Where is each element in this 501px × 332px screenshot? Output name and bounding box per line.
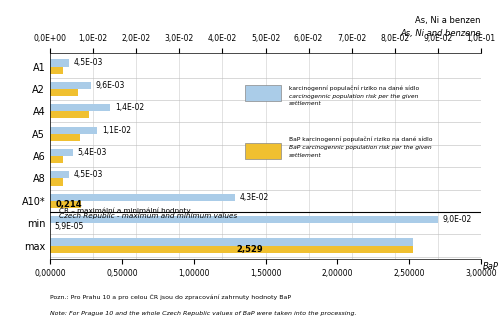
Bar <box>50 194 235 201</box>
Text: 4,3E-02: 4,3E-02 <box>239 193 269 202</box>
Text: settlement: settlement <box>289 153 322 158</box>
Text: Note: For Prague 10 and the whole Czech Republic values of BaP were taken into t: Note: For Prague 10 and the whole Czech … <box>50 311 357 316</box>
Bar <box>50 134 80 141</box>
Text: 4,5E-03: 4,5E-03 <box>74 170 103 179</box>
Bar <box>50 201 81 208</box>
Text: 1,1E-02: 1,1E-02 <box>102 125 131 134</box>
Text: ČR – maximální a minimální hodnoty: ČR – maximální a minimální hodnoty <box>59 207 190 214</box>
Bar <box>50 126 98 134</box>
Bar <box>50 238 413 246</box>
Bar <box>50 104 110 111</box>
Text: Czech Republic - maximum and minimum values: Czech Republic - maximum and minimum val… <box>59 213 237 219</box>
Bar <box>50 59 70 66</box>
Bar <box>50 149 73 156</box>
Text: 9,6E-03: 9,6E-03 <box>96 81 125 90</box>
Text: settlement: settlement <box>289 101 322 106</box>
Text: 9,0E-02: 9,0E-02 <box>442 215 471 224</box>
Text: BaP carcinogennic population risk per the given: BaP carcinogennic population risk per th… <box>289 145 432 150</box>
Text: As, Ni a benzen: As, Ni a benzen <box>415 16 481 25</box>
Bar <box>245 142 282 159</box>
Bar <box>50 171 70 178</box>
Bar <box>50 66 63 74</box>
Bar <box>245 85 282 101</box>
Text: 2,529: 2,529 <box>236 245 263 254</box>
Text: carcinogennic population risk per the given: carcinogennic population risk per the gi… <box>289 94 419 99</box>
Bar <box>50 82 92 89</box>
Text: 4,5E-03: 4,5E-03 <box>74 58 103 67</box>
Text: Pozn.: Pro Prahu 10 a pro celou ČR jsou do zpracování zahrnuty hodnoty BaP: Pozn.: Pro Prahu 10 a pro celou ČR jsou … <box>50 294 291 300</box>
Bar <box>50 156 63 163</box>
Bar <box>50 216 438 223</box>
Bar <box>50 89 78 96</box>
Text: BaP: BaP <box>483 262 499 271</box>
Text: BaP karcinogenní populační riziko na dané sídlo: BaP karcinogenní populační riziko na dan… <box>289 137 433 142</box>
Text: As, Ni and benzene: As, Ni and benzene <box>400 29 481 38</box>
Text: karcinogenní populační riziko na dané sídlo: karcinogenní populační riziko na dané sí… <box>289 85 419 91</box>
Bar <box>50 178 63 186</box>
Text: 5,4E-03: 5,4E-03 <box>78 148 107 157</box>
Text: 5,9E-05: 5,9E-05 <box>55 222 84 231</box>
Text: 1,4E-02: 1,4E-02 <box>115 103 144 112</box>
Bar <box>50 246 413 253</box>
Bar <box>50 111 89 119</box>
Text: 0,214: 0,214 <box>56 200 83 209</box>
